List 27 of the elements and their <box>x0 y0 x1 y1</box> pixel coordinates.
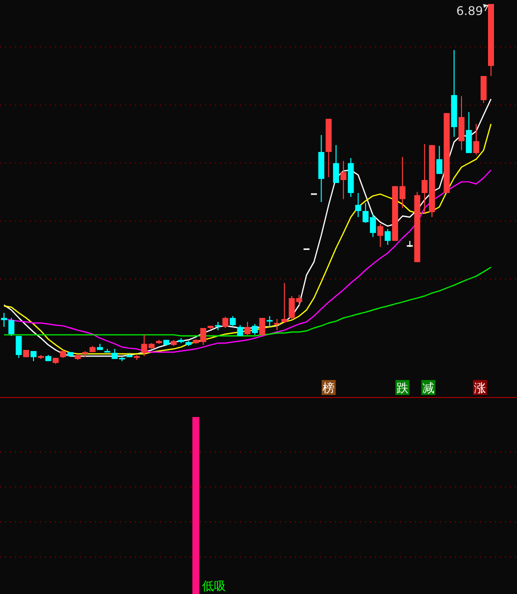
text: 跌 <box>396 381 408 395</box>
candlestick <box>8 317 14 336</box>
candlestick <box>281 282 288 324</box>
candlestick <box>16 335 22 358</box>
candlestick <box>1 312 7 328</box>
candlestick <box>333 144 340 184</box>
candlestick <box>274 318 280 331</box>
candlestick <box>384 228 391 246</box>
candlestick <box>252 324 258 336</box>
candlestick <box>466 112 472 154</box>
candlestick <box>230 316 236 326</box>
candlestick <box>30 350 37 362</box>
candlestick <box>473 123 480 156</box>
candlestick <box>259 317 266 336</box>
candlestick <box>340 160 346 200</box>
candlestick <box>244 321 250 336</box>
candlestick <box>355 192 362 218</box>
text: 榜 <box>322 381 335 395</box>
text: 涨 <box>474 381 486 395</box>
candlestick <box>237 324 244 336</box>
candlestick <box>377 223 384 248</box>
annotation: 6.89 <box>456 4 483 18</box>
text: 减 <box>422 381 434 395</box>
candlestick <box>436 145 442 174</box>
candlestick <box>222 316 228 328</box>
candlestick <box>266 316 273 328</box>
annotation: 低吸 <box>202 579 226 593</box>
